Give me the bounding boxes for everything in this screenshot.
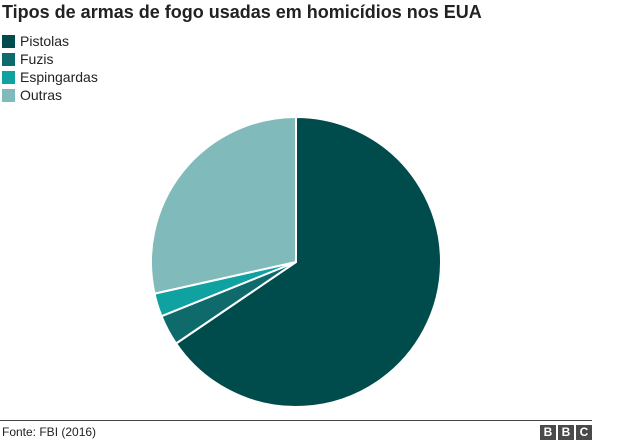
- chart-legend: Pistolas Fuzis Espingardas Outras: [2, 32, 98, 104]
- legend-swatch-espingardas: [2, 70, 15, 84]
- legend-item-espingardas: Espingardas: [2, 68, 98, 86]
- bbc-logo-letter-b1: B: [540, 425, 556, 440]
- legend-label-espingardas: Espingardas: [20, 69, 98, 85]
- legend-item-outras: Outras: [2, 86, 98, 104]
- legend-item-pistolas: Pistolas: [2, 32, 98, 50]
- legend-swatch-fuzis: [2, 52, 15, 66]
- chart-title: Tipos de armas de fogo usadas em homicíd…: [2, 2, 482, 22]
- legend-label-outras: Outras: [20, 87, 63, 103]
- pie-chart: [150, 116, 442, 408]
- bbc-logo-letter-c: C: [576, 425, 592, 440]
- legend-item-fuzis: Fuzis: [2, 50, 98, 68]
- legend-swatch-outras: [2, 88, 15, 102]
- pie-slice-outras: [150, 116, 297, 295]
- legend-label-pistolas: Pistolas: [20, 33, 70, 49]
- legend-label-fuzis: Fuzis: [20, 51, 54, 67]
- source-note: Fonte: FBI (2016): [2, 425, 97, 439]
- pie-slice-pistolas: [175, 116, 442, 408]
- footer-divider: [0, 420, 592, 421]
- bbc-logo: B B C: [540, 425, 592, 440]
- bbc-logo-letter-b2: B: [558, 425, 574, 440]
- legend-swatch-pistolas: [2, 34, 15, 48]
